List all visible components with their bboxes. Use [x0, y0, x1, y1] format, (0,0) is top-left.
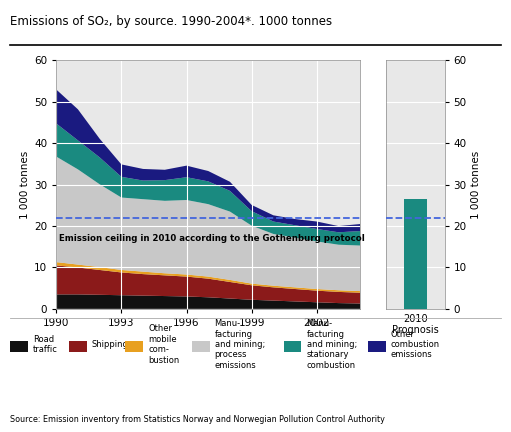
Text: Emissions of SO₂, by source. 1990-2004*. 1000 tonnes: Emissions of SO₂, by source. 1990-2004*.…: [10, 15, 332, 28]
Text: Manu-
facturing
and mining;
process
emissions: Manu- facturing and mining; process emis…: [215, 319, 265, 370]
Bar: [404, 199, 427, 309]
Text: Manu-
facturing
and mining;
stationary
combustion: Manu- facturing and mining; stationary c…: [307, 319, 357, 370]
Text: Emission ceiling in 2010 according to the Gothenburg protocol: Emission ceiling in 2010 according to th…: [59, 234, 365, 242]
Y-axis label: 1 000 tonnes: 1 000 tonnes: [20, 151, 30, 219]
Y-axis label: 1 000 tonnes: 1 000 tonnes: [471, 151, 481, 219]
Text: Shipping: Shipping: [92, 340, 129, 349]
Text: Road
traffic: Road traffic: [33, 335, 58, 354]
Text: Other
combustion
emissions: Other combustion emissions: [391, 330, 440, 359]
Text: Other
mobile
com-
bustion: Other mobile com- bustion: [148, 324, 179, 365]
Text: Source: Emission inventory from Statistics Norway and Norwegian Pollution Contro: Source: Emission inventory from Statisti…: [10, 415, 385, 424]
